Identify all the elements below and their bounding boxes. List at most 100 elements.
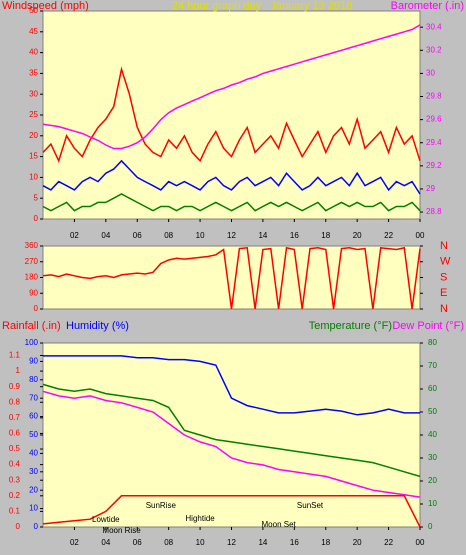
x-tick-label: 16 (290, 231, 299, 240)
y-tick-label: 15 (29, 152, 38, 161)
y3-tick-label: 80 (29, 375, 38, 384)
y-tick-label: 0.6 (9, 429, 21, 438)
y2-tick-label: 29.6 (426, 115, 442, 124)
y3-tick-label: 20 (29, 485, 38, 494)
y-tick-label: 40 (29, 48, 38, 57)
y2-tick-label: 30.2 (426, 45, 442, 54)
x-tick-label: 02 (70, 538, 79, 547)
y2-tick-label: 30.4 (426, 22, 442, 31)
y3-tick-label: 100 (25, 338, 39, 347)
y2-tick-label: 70 (428, 361, 437, 370)
y3-tick-label: 60 (29, 412, 38, 421)
y-tick-label: 0.8 (9, 397, 21, 406)
x-tick-label: 00 (416, 538, 425, 547)
annotation: Lowtide (92, 515, 120, 524)
y2-tick-label: 0 (428, 522, 433, 531)
y-tick-label: 1 (16, 366, 21, 375)
y-tick-label: 1.1 (9, 351, 21, 360)
y-tick-label: 360 (25, 241, 39, 250)
y2-tick-label: S (440, 271, 447, 283)
annotation: Moon Set (262, 520, 297, 529)
y-tick-label: 0.3 (9, 475, 21, 484)
x-tick-label: 14 (258, 231, 267, 240)
x-tick-label: 00 (416, 231, 425, 240)
humidity-label: Humidity (%) (66, 320, 129, 332)
series-line (42, 383, 421, 478)
y2-tick-label: 29.8 (426, 92, 442, 101)
direction-panel (42, 245, 421, 310)
y2-tick-label: N (440, 303, 448, 315)
series-line (43, 355, 420, 416)
y-tick-label: 20 (29, 131, 38, 140)
x-tick-label: 12 (227, 231, 236, 240)
y3-tick-label: 50 (29, 430, 38, 439)
x-tick-label: 22 (384, 538, 393, 547)
x-tick-label: 04 (101, 231, 110, 240)
x-tick-label: 10 (196, 231, 205, 240)
y2-tick-label: 20 (428, 476, 437, 485)
x-tick-label: 06 (133, 538, 142, 547)
wind-label: Windspeed (mph) (2, 0, 89, 12)
y2-tick-label: 29 (426, 184, 435, 193)
annotation: Moon Rise (102, 526, 141, 535)
y-tick-label: 0.7 (9, 413, 21, 422)
y2-tick-label: 28.8 (426, 207, 442, 216)
y-tick-label: 0.4 (9, 460, 21, 469)
y3-tick-label: 70 (29, 393, 38, 402)
series-line (42, 24, 421, 150)
x-tick-label: 16 (290, 538, 299, 547)
temperature-label: Temperature (°F) (309, 320, 392, 332)
x-tick-label: 04 (101, 538, 110, 547)
series-line (42, 159, 421, 195)
x-tick-label: 14 (258, 538, 267, 547)
x-tick-label: 18 (321, 538, 330, 547)
y2-tick-label: E (440, 287, 447, 299)
y3-tick-label: 90 (29, 357, 38, 366)
x-tick-label: 02 (70, 231, 79, 240)
series-line (42, 246, 421, 310)
y-tick-label: 0.2 (9, 491, 21, 500)
y2-tick-label: 29.2 (426, 161, 442, 170)
y2-tick-label: 50 (428, 407, 437, 416)
y2-tick-label: W (440, 256, 451, 268)
y-tick-label: 0.9 (9, 382, 21, 391)
y2-tick-label: 80 (428, 338, 437, 347)
y3-tick-label: 40 (29, 449, 38, 458)
series-line (42, 66, 421, 163)
climate-panel (42, 342, 421, 528)
y-tick-label: 30 (29, 89, 38, 98)
rain-label: Rainfall (.in) (2, 320, 61, 332)
y2-tick-label: 10 (428, 499, 437, 508)
annotation: SunSet (297, 501, 324, 510)
y-tick-label: 35 (29, 69, 38, 78)
y2-tick-label: N (440, 240, 448, 252)
y2-tick-label: 30 (426, 69, 435, 78)
x-tick-label: 08 (164, 231, 173, 240)
y-tick-label: 45 (29, 27, 38, 36)
annotation: SunRise (146, 501, 177, 510)
x-tick-label: 18 (321, 231, 330, 240)
y-tick-label: 50 (29, 6, 38, 15)
y-tick-label: 0.1 (9, 507, 21, 516)
y-tick-label: 270 (25, 257, 39, 266)
series-line (42, 193, 421, 212)
y-tick-label: 25 (29, 110, 38, 119)
y-tick-label: 90 (29, 288, 38, 297)
title: 24 hour graph day January 13 2018 (172, 0, 352, 12)
x-tick-label: 06 (133, 231, 142, 240)
dewpoint-label: Dew Point (°F) (392, 320, 464, 332)
series-line (42, 495, 421, 528)
y-tick-label: 5 (34, 193, 39, 202)
y-tick-label: 0 (16, 522, 21, 531)
y-tick-label: 0 (34, 304, 39, 313)
y2-tick-label: 40 (428, 430, 437, 439)
y3-tick-label: 30 (29, 467, 38, 476)
wind-panel (42, 10, 421, 220)
x-tick-label: 20 (353, 538, 362, 547)
x-tick-label: 20 (353, 231, 362, 240)
x-tick-label: 12 (227, 538, 236, 547)
y-tick-label: 180 (25, 273, 39, 282)
x-tick-label: 10 (196, 538, 205, 547)
annotation: Hightide (185, 514, 215, 523)
